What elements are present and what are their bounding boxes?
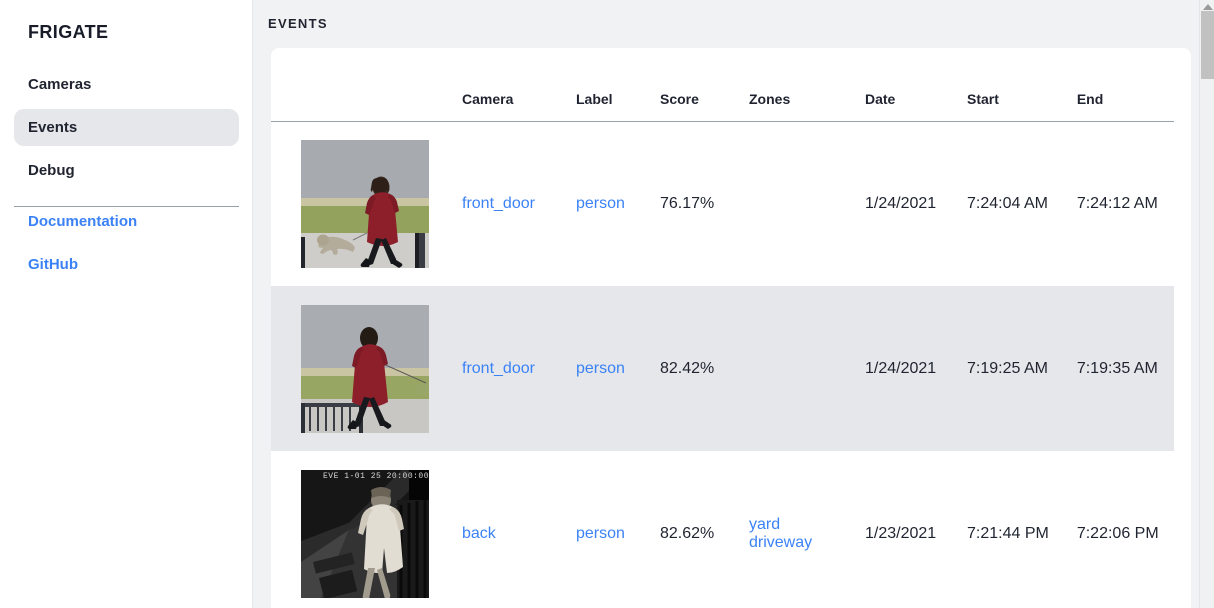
svg-text:EVE 1-01 25 20:00:00: EVE 1-01 25 20:00:00 bbox=[323, 472, 429, 481]
